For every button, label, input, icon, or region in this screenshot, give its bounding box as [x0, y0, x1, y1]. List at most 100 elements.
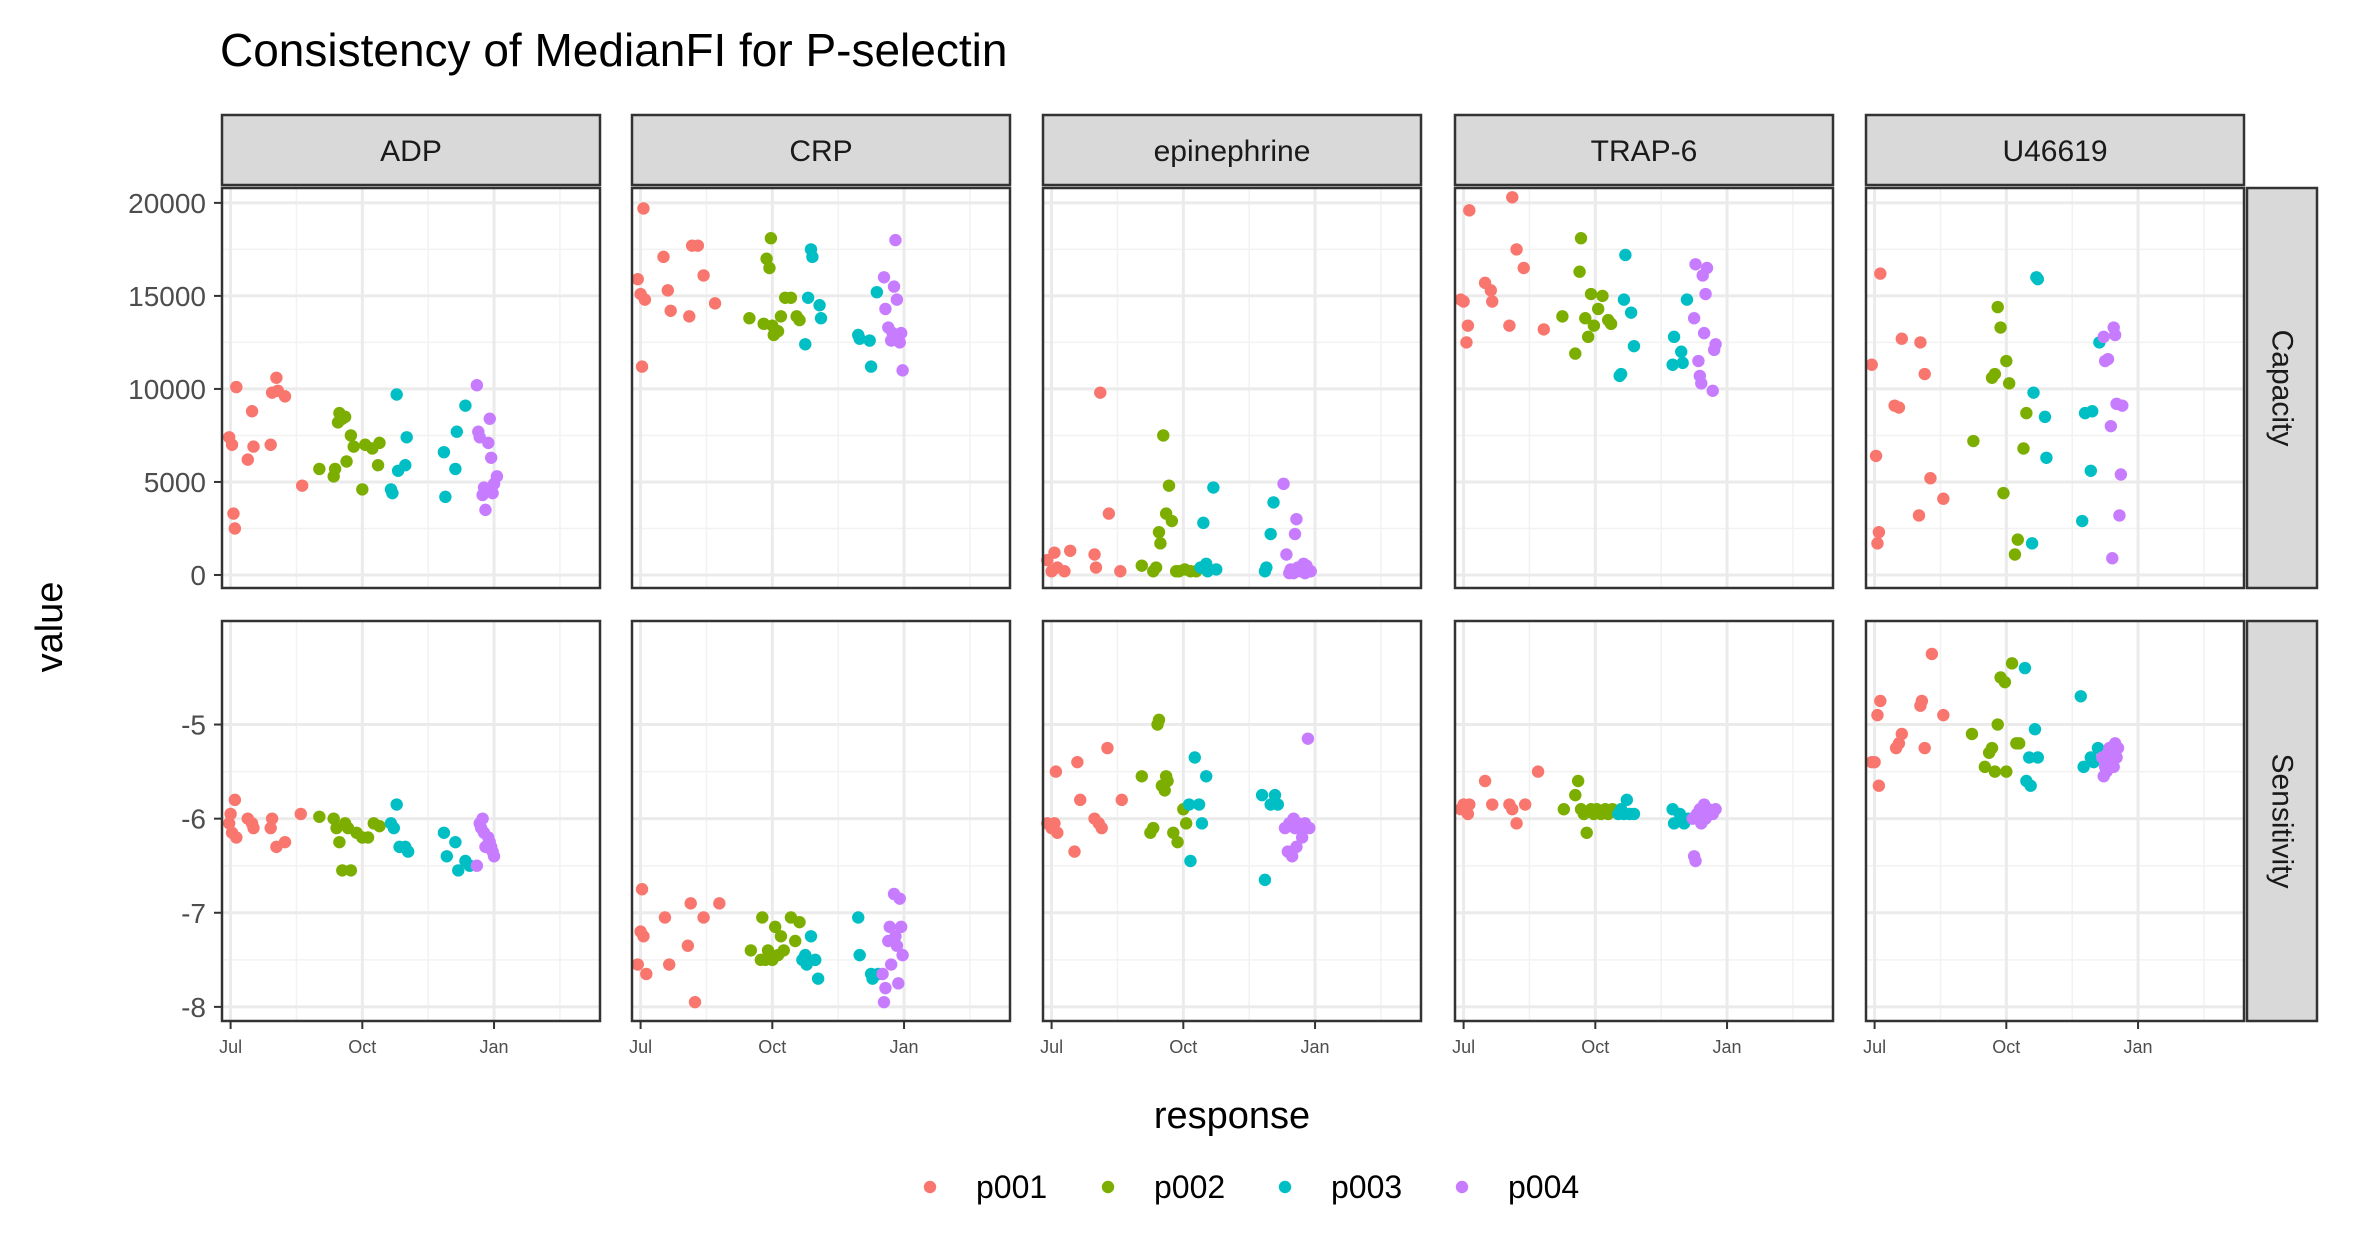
point-p003 [1624, 306, 1638, 319]
point-p004 [2097, 330, 2110, 344]
point-p002 [1965, 727, 1979, 741]
point-p003 [2038, 410, 2052, 424]
point-p001 [222, 817, 236, 830]
point-p002 [1569, 347, 1582, 360]
panel-background [222, 621, 600, 1021]
point-p002 [361, 831, 375, 844]
facet-strip-trap-6: TRAP-6 [1453, 113, 1835, 187]
point-p001 [247, 821, 260, 835]
point-p001 [657, 250, 670, 264]
point-p003 [452, 864, 465, 877]
panel-border [1041, 186, 1423, 590]
point-p002 [1152, 713, 1166, 727]
point-p001 [278, 390, 292, 403]
point-p003 [390, 388, 403, 401]
x-tick-label: Jul [1863, 1037, 1886, 1057]
point-p004 [2107, 760, 2120, 774]
point-p004 [483, 412, 496, 425]
point-p003 [437, 826, 451, 839]
point-p001 [1531, 765, 1545, 778]
x-tick-label: Jan [2124, 1037, 2153, 1057]
point-p001 [264, 821, 277, 835]
point-p004 [1301, 732, 1315, 745]
facet-strip-u46619: U46619 [1864, 113, 2246, 187]
point-p002 [793, 313, 806, 327]
point-p003 [814, 312, 828, 325]
point-p001 [1871, 537, 1884, 550]
panel-background [1043, 621, 1421, 1021]
point-p004 [886, 326, 899, 340]
point-p001 [1510, 243, 1523, 256]
point-p002 [763, 261, 776, 275]
point-p001 [1088, 548, 1101, 561]
point-p004 [877, 271, 891, 284]
point-p002 [2000, 354, 2013, 368]
point-p003 [2031, 751, 2045, 764]
point-p002 [1581, 330, 1595, 344]
point-p004 [1697, 326, 1711, 340]
point-p003 [2025, 537, 2039, 550]
point-p004 [889, 233, 902, 247]
x-tick-label: Oct [348, 1037, 376, 1057]
point-p001 [1892, 401, 1906, 414]
panel-epinephrine-capacity [1041, 186, 1423, 590]
point-p003 [449, 835, 462, 849]
point-p003 [1619, 248, 1632, 262]
point-p002 [1978, 760, 1992, 774]
legend-key [923, 1180, 937, 1194]
x-axis-title: response [1154, 1095, 1310, 1137]
point-p003 [387, 821, 401, 835]
point-p004 [884, 958, 898, 971]
point-p002 [1584, 287, 1598, 301]
facet-strip-capacity: Capacity [2245, 186, 2319, 590]
point-p001 [228, 522, 242, 535]
point-p001 [713, 897, 726, 910]
point-p001 [691, 239, 705, 252]
point-p002 [1967, 434, 1980, 448]
point-p002 [340, 455, 353, 468]
point-p002 [1171, 835, 1184, 849]
point-p002 [743, 312, 756, 325]
point-p002 [1569, 788, 1582, 802]
y-tick-label: -5 [181, 710, 206, 741]
point-p003 [2086, 405, 2099, 418]
point-p001 [1937, 492, 1950, 505]
point-p002 [333, 835, 346, 849]
point-p003 [1207, 481, 1220, 494]
point-p002 [774, 310, 788, 323]
point-p001 [265, 812, 279, 825]
point-p004 [1295, 831, 1309, 844]
point-p001 [1460, 336, 1473, 349]
point-p001 [1484, 284, 1497, 297]
point-p003 [1620, 793, 1634, 807]
legend-label: p002 [1154, 1169, 1225, 1205]
point-p004 [896, 948, 909, 962]
point-p001 [664, 304, 677, 317]
point-p004 [2104, 419, 2118, 433]
point-p001 [637, 202, 650, 215]
point-p004 [2108, 328, 2122, 342]
point-p001 [294, 807, 307, 821]
point-p003 [1195, 817, 1209, 830]
point-p004 [2114, 468, 2128, 481]
point-p001 [1463, 798, 1476, 811]
point-p001 [1872, 525, 1886, 539]
point-p001 [684, 897, 697, 910]
point-p003 [1268, 788, 1282, 802]
x-tick-label: Oct [758, 1037, 786, 1057]
point-p001 [658, 911, 672, 924]
point-p002 [774, 930, 788, 943]
point-p004 [1285, 850, 1299, 863]
point-p003 [2023, 751, 2036, 764]
point-p003 [450, 425, 464, 438]
point-p003 [440, 850, 453, 863]
point-p003 [870, 285, 884, 299]
point-p002 [768, 920, 782, 934]
point-p003 [1210, 563, 1223, 576]
point-p002 [1165, 514, 1179, 528]
chart-title: Consistency of MedianFI for P-selectin [220, 24, 1007, 76]
point-p003 [401, 845, 415, 858]
facet-strip-label: Sensitivity [2266, 753, 2299, 888]
point-p004 [890, 939, 904, 952]
point-p003 [2028, 723, 2042, 736]
